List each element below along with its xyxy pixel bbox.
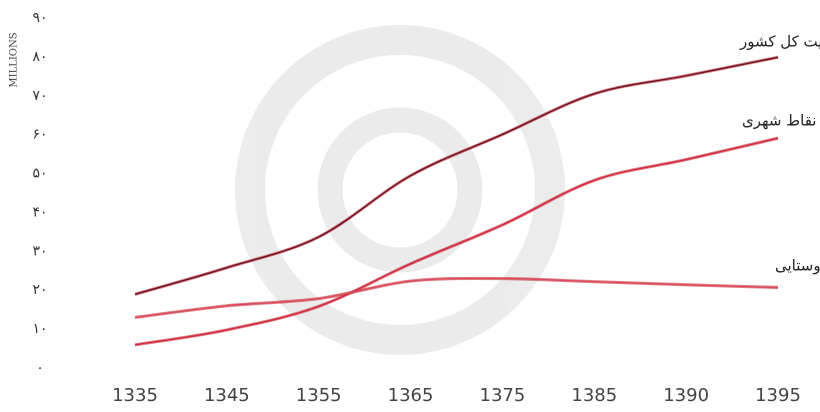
chart: MILLIONS ۰ ۱۰ ۲۰ ۳۰ ۴۰ ۵۰ ۶۰ ۷۰ ۸۰ ۹۰ 1335 1345 1355…: [0, 0, 820, 412]
y-tick-label: ۲۰: [32, 282, 47, 298]
x-tick-label: 1365: [388, 385, 434, 406]
x-tick-label: 1355: [296, 385, 342, 406]
y-tick-label: ۶۰: [32, 127, 47, 143]
y-tick-label: ۷۰: [32, 88, 47, 104]
x-tick-label: 1395: [755, 385, 801, 406]
series-label: جمعیت کل کشور: [739, 33, 820, 51]
y-tick-label: ۱۰: [32, 321, 47, 337]
watermark: [250, 40, 550, 340]
series-label: جمعیت نقاط روستایی: [775, 257, 820, 275]
y-tick-label: ۳۰: [32, 243, 47, 259]
x-tick-label: 1335: [112, 385, 158, 406]
series-line: [135, 278, 778, 317]
series-label: جمعیت نقاط شهری: [742, 112, 820, 130]
x-tick-label: 1390: [663, 385, 709, 406]
y-tick-label: ۵۰: [32, 166, 47, 182]
y-axis-label: MILLIONS: [9, 32, 20, 87]
y-tick-label: ۸۰: [32, 49, 47, 65]
x-tick-label: 1375: [480, 385, 526, 406]
y-tick-label: ۰: [36, 360, 44, 376]
x-tick-label: 1385: [571, 385, 617, 406]
y-tick-label: ۹۰: [32, 10, 47, 26]
x-tick-label: 1345: [204, 385, 250, 406]
y-tick-label: ۴۰: [32, 204, 47, 220]
